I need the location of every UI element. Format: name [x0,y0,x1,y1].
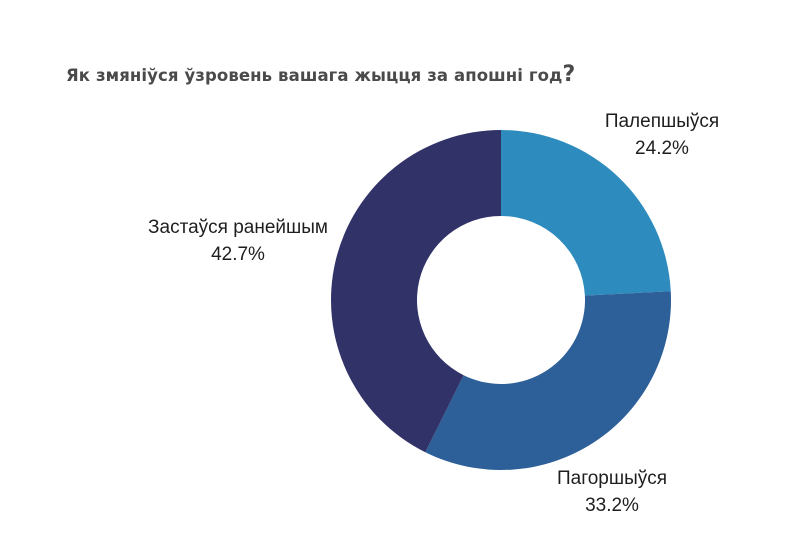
slice-label-name: Пагоршыўся [556,468,668,489]
slice-label-value: 33.2% [585,495,639,516]
slice-label-value: 24.2% [635,138,689,159]
slice-worsened [425,291,671,470]
slice-label-name: Палепшыўся [604,111,720,132]
slice-label-unchanged: Застаўся ранейшым 42.7% [148,214,328,268]
slice-label-worsened: Пагоршыўся 33.2% [557,465,667,519]
chart-title-question-mark: ? [562,62,576,87]
chart-title: Як змяніўся ўзровень вашага жыцця за апо… [66,62,575,87]
chart-title-text: Як змяніўся ўзровень вашага жыцця за апо… [66,66,563,85]
slice-label-value: 42.7% [211,244,265,265]
slice-label-improved: Палепшыўся 24.2% [605,108,719,162]
slice-label-name: Застаўся ранейшым [148,217,328,238]
slice-unchanged [331,130,501,453]
slice-improved [501,130,671,296]
